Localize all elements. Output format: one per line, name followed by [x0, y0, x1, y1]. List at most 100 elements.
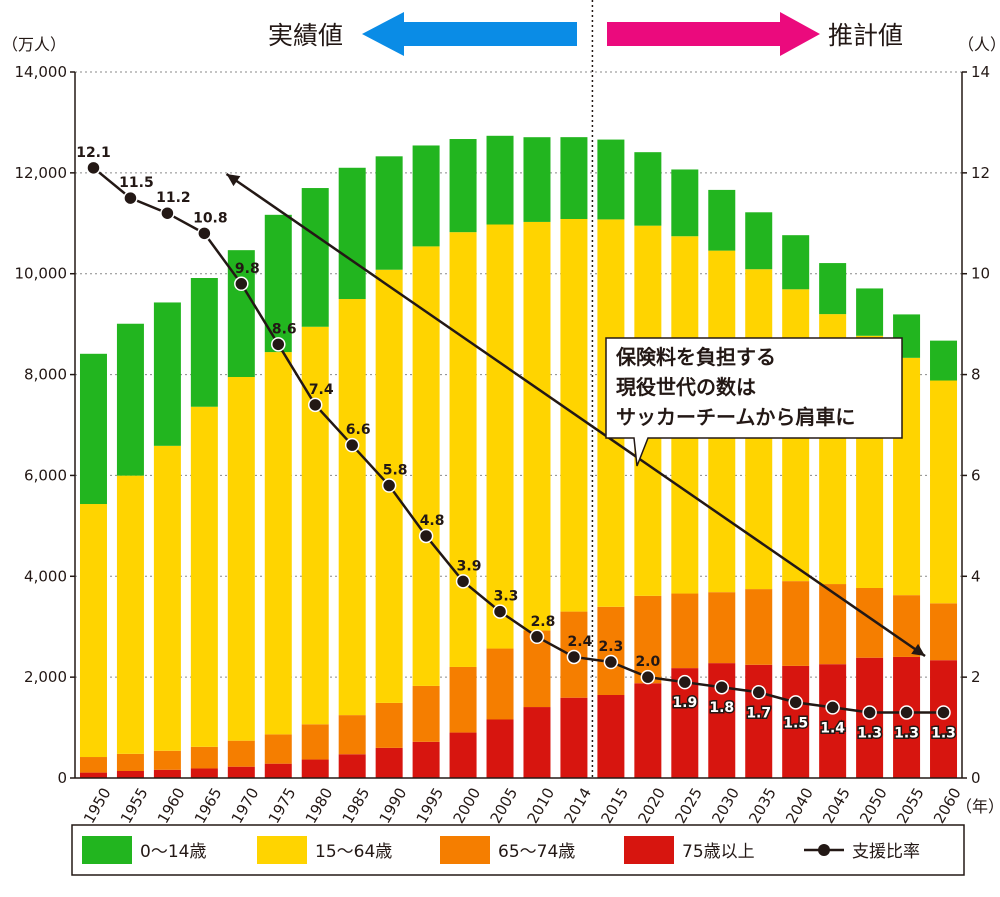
bar-segment-age_15_64-1980 — [301, 326, 329, 725]
bar-segment-age_75_plus-2010 — [523, 707, 551, 778]
right-tick-label: 12 — [971, 164, 990, 182]
ratio-point-1950 — [86, 160, 101, 176]
x-tick-label: 1975 — [265, 785, 300, 827]
bar-segment-age_0_14-1960 — [153, 302, 181, 446]
right-tick-label: 8 — [971, 366, 981, 384]
bar-segment-age_15_64-2010 — [523, 221, 551, 631]
ratio-point-2035 — [751, 685, 766, 700]
left-tick-label: 6,000 — [24, 466, 67, 484]
right-tick-label: 4 — [971, 567, 981, 585]
x-tick-label: 2010 — [523, 785, 558, 827]
bar-segment-age_65_74-2040 — [782, 581, 810, 666]
bar-group-2055 — [893, 314, 921, 778]
x-tick-label: 2040 — [782, 785, 817, 827]
era-header: 実績値 推計値 — [268, 12, 903, 56]
bar-segment-age_65_74-1955 — [116, 753, 144, 771]
left-tick-label: 8,000 — [24, 366, 67, 384]
annotation-callout: 保険料を負担する 現役世代の数は サッカーチームから肩車に — [605, 337, 903, 467]
bar-segment-age_65_74-2035 — [745, 589, 773, 665]
bar-segment-age_75_plus-1980 — [301, 759, 329, 778]
bar-segment-age_65_74-2045 — [819, 584, 847, 665]
x-tick-label: 2035 — [745, 785, 780, 827]
bar-segment-age_75_plus-1985 — [338, 754, 366, 778]
bar-segment-age_75_plus-1970 — [227, 766, 255, 778]
bar-segment-age_75_plus-2020 — [634, 683, 662, 778]
right-tick-label: 2 — [971, 668, 981, 686]
right-arrow-icon — [607, 12, 820, 56]
x-tick-label: 2055 — [893, 785, 928, 827]
bar-segment-age_15_64-1995 — [412, 246, 440, 686]
bar-segment-age_15_64-1975 — [264, 352, 292, 735]
bar-segment-age_0_14-2040 — [782, 235, 810, 290]
x-tick-label: 2000 — [450, 785, 485, 827]
x-tick-label: 1970 — [228, 785, 263, 827]
bar-segment-age_0_14-2050 — [856, 288, 884, 336]
bar-segment-age_75_plus-2000 — [449, 732, 477, 778]
ratio-point-1995 — [418, 528, 434, 544]
bar-segment-age_0_14-2045 — [819, 263, 847, 315]
annotation-line-1: 保険料を負担する — [615, 345, 776, 369]
ratio-point-2010 — [529, 629, 545, 645]
bar-segment-age_75_plus-2005 — [486, 719, 514, 778]
ratio-label-2040: 1.5 — [783, 715, 808, 731]
bar-segment-age_75_plus-1965 — [190, 768, 218, 778]
ratio-point-2025 — [677, 674, 693, 690]
bar-group-2014 — [560, 137, 588, 778]
bar-segment-age_65_74-2055 — [893, 595, 921, 657]
bar-segment-age_65_74-1990 — [375, 702, 403, 748]
x-tick-label: 1990 — [376, 785, 411, 827]
bar-group-2035 — [745, 212, 773, 778]
ratio-point-2014 — [566, 649, 582, 665]
ratio-point-1980 — [307, 397, 323, 413]
trend-arrow-line — [225, 172, 926, 658]
left-tick-label: 0 — [57, 769, 67, 787]
bar-group-1985 — [338, 167, 366, 778]
legend: 0〜14歳 15〜64歳 65〜74歳 75歳以上 支援比率 — [71, 824, 965, 876]
ratio-point-2045 — [825, 700, 840, 715]
bar-segment-age_15_64-1970 — [227, 376, 255, 741]
bar-segment-age_65_74-2030 — [708, 592, 736, 664]
trend-arrow-head — [226, 174, 241, 187]
ratio-label-2045: 1.4 — [820, 720, 845, 736]
bar-segment-age_65_74-1975 — [264, 734, 292, 764]
ratio-label-2010: 2.8 — [531, 614, 556, 630]
bar-segment-age_0_14-1985 — [338, 167, 366, 300]
ratio-polyline — [92, 166, 944, 714]
bar-segment-age_65_74-2025 — [671, 593, 699, 669]
bar-segment-age_65_74-1960 — [153, 750, 181, 770]
bar-segment-age_75_plus-2040 — [782, 665, 810, 778]
ratio-label-2050: 1.3 — [857, 725, 882, 741]
bar-segment-age_65_74-2000 — [449, 666, 477, 733]
ratio-point-2015 — [603, 654, 619, 670]
bar-segment-age_75_plus-2035 — [745, 664, 773, 778]
bar-segment-age_65_74-2005 — [486, 648, 514, 720]
ratio-point-2055 — [899, 705, 914, 720]
stacked-bars — [79, 135, 958, 778]
bar-segment-age_15_64-1985 — [338, 299, 366, 716]
bar-group-2000 — [449, 139, 477, 778]
bar-segment-age_0_14-2035 — [745, 212, 773, 270]
bar-group-1965 — [190, 278, 218, 778]
right-tick-label: 6 — [971, 466, 981, 484]
bar-segment-age_0_14-2015 — [597, 139, 625, 220]
ratio-label-2000: 3.9 — [457, 558, 482, 574]
x-tick-label: 1960 — [154, 785, 189, 827]
bar-group-1955 — [116, 323, 144, 778]
legend-label-15-64: 15〜64歳 — [315, 842, 392, 862]
callout-box — [605, 337, 903, 467]
bar-segment-age_15_64-2060 — [930, 380, 958, 604]
ratio-label-2035: 1.7 — [746, 705, 771, 721]
trend-arrow — [225, 172, 926, 658]
bar-group-1995 — [412, 145, 440, 778]
legend-swatch-0-14 — [82, 836, 132, 864]
legend-label-65-74: 65〜74歳 — [498, 842, 575, 862]
bar-group-1975 — [264, 214, 292, 778]
bar-segment-age_15_64-2000 — [449, 232, 477, 667]
ratio-label-2060: 1.3 — [931, 725, 956, 741]
bar-segment-age_0_14-2014 — [560, 137, 588, 219]
bar-segment-age_0_14-2010 — [523, 137, 551, 222]
annotation-line-3: サッカーチームから肩車に — [616, 405, 855, 429]
bar-segment-age_15_64-1965 — [190, 406, 218, 747]
bar-group-1950 — [79, 353, 107, 778]
bar-segment-age_75_plus-1990 — [375, 747, 403, 778]
